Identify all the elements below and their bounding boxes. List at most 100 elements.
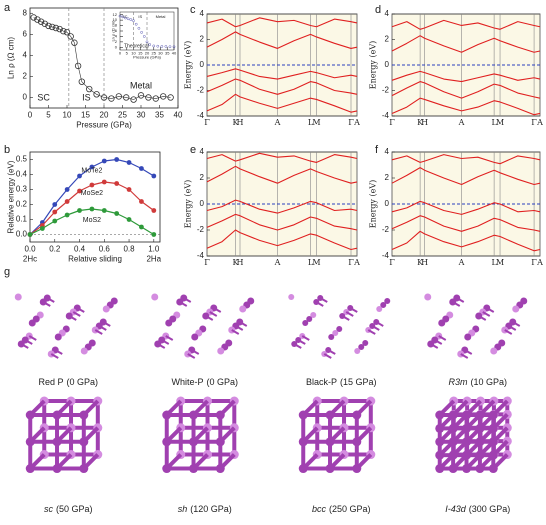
atom: [488, 437, 498, 447]
x-tick-label: K: [233, 118, 240, 127]
structure-pressure: (120 GPa): [190, 504, 232, 514]
x-tick-label: 0.6: [99, 244, 111, 253]
x-tick-label: 0.2: [49, 244, 61, 253]
bond: [508, 325, 517, 331]
atom: [512, 305, 520, 313]
data-point: [129, 18, 133, 21]
data-point: [27, 232, 33, 237]
y-tick-label: 0.4: [16, 170, 28, 179]
energy-band: [391, 230, 541, 252]
atom: [448, 423, 458, 433]
region-label: IS: [82, 92, 91, 102]
y-axis-label: Energy (eV): [369, 180, 378, 229]
y-tick-label: -2: [382, 86, 390, 95]
atom: [448, 464, 458, 474]
x-axis-label: Pressure (GPa): [133, 55, 161, 60]
data-point: [167, 94, 174, 101]
y-tick-label: 0.0: [16, 230, 28, 239]
data-point: [45, 22, 52, 30]
atom: [215, 464, 225, 474]
atom: [239, 305, 247, 313]
bond: [482, 311, 491, 317]
structure-label: bcc (250 GPa): [312, 504, 371, 514]
y-tick-label: 10: [113, 17, 118, 22]
x-tick-label: A: [353, 118, 360, 127]
bond: [456, 297, 465, 303]
x-tick-label: L: [308, 118, 314, 127]
x-tick-label: A: [536, 258, 543, 267]
atom: [310, 312, 317, 318]
y-axis-label: Energy (eV): [369, 41, 378, 90]
panel-label: b: [4, 144, 10, 156]
y-tick-label: 0.5: [16, 155, 28, 164]
y-axis-label: Energy (eV): [184, 180, 193, 229]
structure-name: Black-P: [306, 377, 337, 387]
atom: [80, 347, 88, 355]
atom: [462, 423, 472, 433]
data-point: [108, 95, 115, 102]
bond: [205, 315, 214, 321]
y-tick-label: 0: [200, 199, 205, 208]
data-point: [63, 29, 71, 36]
inset-legend: Theoretical: [124, 43, 149, 49]
x-tick-label: L: [491, 258, 497, 267]
bond: [297, 339, 306, 345]
atom: [328, 334, 335, 340]
bond: [235, 325, 244, 331]
x-tick-label: L: [491, 118, 497, 127]
y-tick-label: 2: [115, 39, 118, 44]
bond: [293, 343, 302, 349]
data-point: [130, 96, 137, 103]
data-point: [64, 199, 70, 204]
x-tick-label: 1.0: [148, 244, 160, 253]
x-tick-label: 40: [172, 51, 177, 56]
series-label: MoTe2: [81, 167, 102, 174]
x-tick-label: 15: [81, 110, 90, 119]
bond: [371, 325, 380, 331]
y-tick-label: 4: [23, 50, 28, 59]
atom: [435, 410, 445, 420]
structure-pressure: (0 GPa): [67, 377, 99, 387]
y-tick-label: -4: [382, 251, 390, 260]
structure-image: [435, 396, 512, 474]
atom: [325, 410, 335, 420]
y-tick-label: 0: [385, 199, 390, 208]
y-tick-label: -4: [382, 111, 390, 120]
structure-label: sh (120 GPa): [178, 504, 232, 514]
atom: [28, 319, 36, 327]
atom: [25, 410, 35, 420]
bond: [54, 349, 63, 355]
atom: [424, 293, 432, 301]
data-point: [74, 62, 82, 70]
atom: [298, 437, 308, 447]
data-point: [148, 43, 152, 46]
y-tick-label: 4: [385, 147, 390, 156]
y-tick-label: 8: [115, 23, 118, 28]
atom: [488, 450, 498, 460]
atom: [25, 464, 35, 474]
panel-label: a: [4, 2, 11, 14]
data-point: [126, 160, 132, 165]
x-tick-label: 5: [126, 51, 129, 56]
x-tick-label: 40: [174, 110, 183, 119]
data-point: [139, 224, 144, 230]
bond: [161, 339, 170, 345]
structure-label: I-43d (300 GPa): [445, 504, 510, 514]
data-point: [85, 85, 93, 93]
bond: [438, 335, 447, 341]
trend-line: [33, 17, 171, 100]
data-point: [93, 91, 100, 98]
y-tick-label: -2: [382, 225, 390, 234]
y-axis-label: Relative energy (eV): [7, 160, 16, 233]
bond: [209, 311, 218, 317]
atom: [189, 437, 199, 447]
data-point: [78, 78, 85, 85]
structure-label: R3m (10 GPa): [448, 377, 507, 387]
bond: [183, 297, 192, 303]
atom: [102, 305, 110, 313]
structure-label: White-P (0 GPa): [171, 377, 238, 387]
atom: [302, 320, 309, 326]
x-tick-label: L: [308, 258, 314, 267]
bond: [341, 315, 350, 321]
bond: [179, 301, 188, 307]
